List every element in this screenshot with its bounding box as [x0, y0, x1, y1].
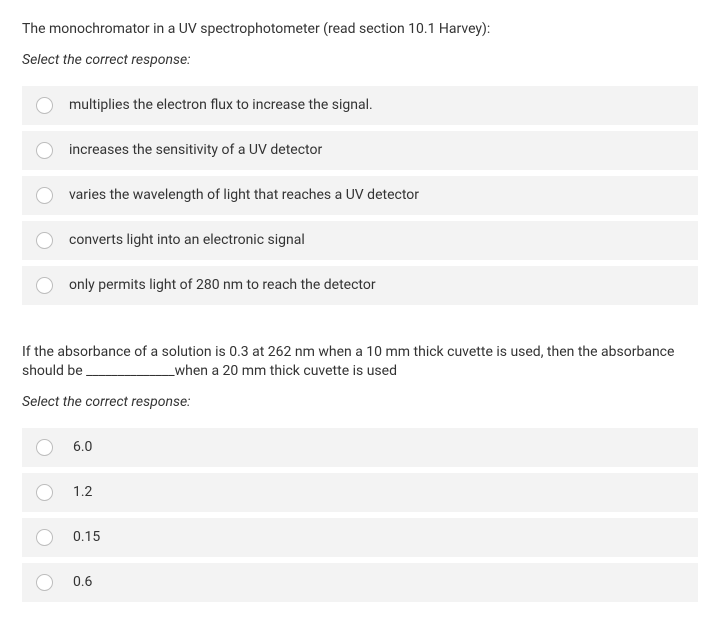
- radio-icon[interactable]: [36, 142, 53, 159]
- question-block-1: The monochromator in a UV spectrophotome…: [22, 20, 698, 305]
- question-block-2: If the absorbance of a solution is 0.3 a…: [22, 343, 698, 602]
- option-label: 0.6: [73, 574, 92, 590]
- option-label: varies the wavelength of light that reac…: [69, 187, 419, 203]
- question-prompt: The monochromator in a UV spectrophotome…: [22, 20, 698, 40]
- radio-icon[interactable]: [36, 277, 53, 294]
- question-instruction: Select the correct response:: [22, 52, 698, 68]
- radio-icon[interactable]: [36, 574, 53, 591]
- option-label: multiplies the electron flux to increase…: [69, 97, 373, 113]
- option-row[interactable]: 6.0: [22, 428, 698, 467]
- option-row[interactable]: increases the sensitivity of a UV detect…: [22, 131, 698, 170]
- radio-icon[interactable]: [36, 439, 53, 456]
- radio-icon[interactable]: [36, 97, 53, 114]
- option-label: increases the sensitivity of a UV detect…: [69, 142, 322, 158]
- option-row[interactable]: varies the wavelength of light that reac…: [22, 176, 698, 215]
- option-row[interactable]: 0.6: [22, 563, 698, 602]
- quiz-container: The monochromator in a UV spectrophotome…: [0, 0, 720, 602]
- question-instruction: Select the correct response:: [22, 394, 698, 410]
- radio-icon[interactable]: [36, 529, 53, 546]
- option-row[interactable]: 0.15: [22, 518, 698, 557]
- option-label: 0.15: [73, 529, 100, 545]
- option-label: 6.0: [73, 439, 92, 455]
- option-label: converts light into an electronic signal: [69, 232, 305, 248]
- option-row[interactable]: multiplies the electron flux to increase…: [22, 86, 698, 125]
- option-label: only permits light of 280 nm to reach th…: [69, 277, 376, 293]
- option-row[interactable]: 1.2: [22, 473, 698, 512]
- radio-icon[interactable]: [36, 187, 53, 204]
- option-row[interactable]: only permits light of 280 nm to reach th…: [22, 266, 698, 305]
- question-prompt: If the absorbance of a solution is 0.3 a…: [22, 343, 698, 382]
- radio-icon[interactable]: [36, 484, 53, 501]
- option-label: 1.2: [73, 484, 92, 500]
- radio-icon[interactable]: [36, 232, 53, 249]
- option-row[interactable]: converts light into an electronic signal: [22, 221, 698, 260]
